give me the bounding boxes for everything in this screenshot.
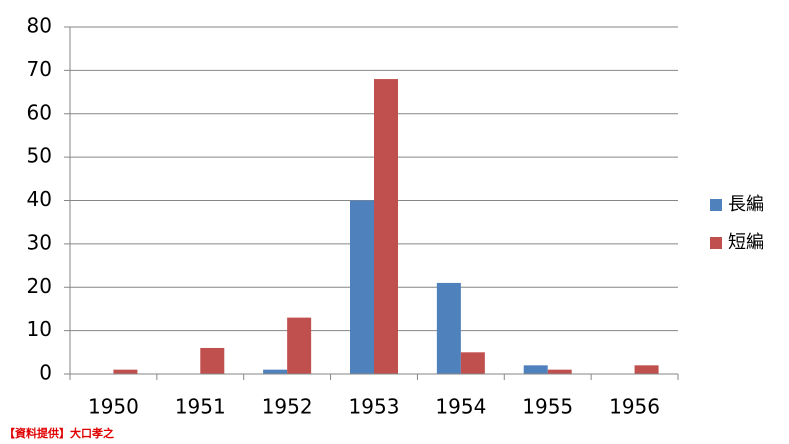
x-tick-label: 1950 <box>88 395 139 419</box>
x-tick-label: 1953 <box>349 395 400 419</box>
bar <box>263 369 288 374</box>
y-tick-label: 20 <box>27 274 52 298</box>
legend-swatch <box>710 199 722 211</box>
x-tick-label: 1956 <box>609 395 660 419</box>
y-tick-label: 40 <box>27 187 52 211</box>
bar <box>436 282 461 374</box>
legend-label: 短編 <box>728 232 764 253</box>
bar <box>113 369 138 374</box>
bar <box>374 79 398 375</box>
y-tick-label: 70 <box>27 57 52 81</box>
x-tick-label: 1952 <box>262 395 313 419</box>
source-note: 【資料提供】大口孝之 <box>4 426 114 440</box>
x-tick-label: 1955 <box>522 395 573 419</box>
y-tick-label: 30 <box>27 230 52 254</box>
y-tick-label: 50 <box>27 144 52 168</box>
y-tick-label: 10 <box>27 317 52 341</box>
bar <box>523 365 548 374</box>
x-tick-label: 1951 <box>175 395 226 419</box>
bar <box>547 369 572 374</box>
bar <box>350 200 374 374</box>
x-tick-label: 1954 <box>435 395 486 419</box>
legend-label: 長編 <box>728 194 764 215</box>
y-tick-label: 0 <box>39 361 52 385</box>
y-tick-label: 60 <box>27 100 52 124</box>
legend-swatch <box>710 237 722 249</box>
bar <box>460 352 485 374</box>
bar <box>200 347 225 374</box>
bar <box>634 365 659 374</box>
y-tick-label: 80 <box>27 14 52 38</box>
bar <box>287 317 312 374</box>
